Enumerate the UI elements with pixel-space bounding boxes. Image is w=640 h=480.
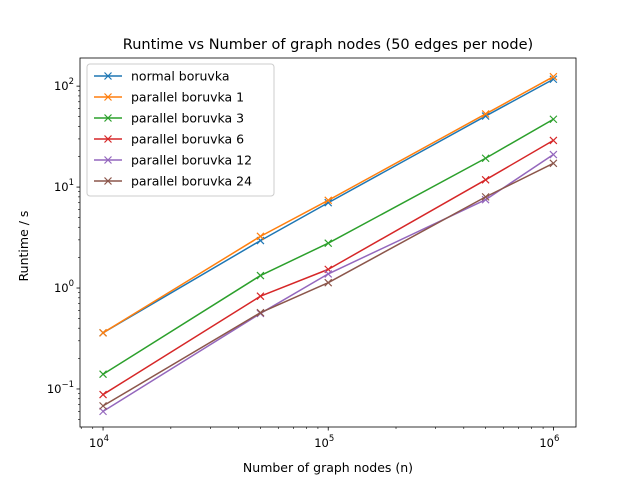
legend-marker [104,156,112,164]
marker-stroke [549,72,558,81]
legend-marker [104,72,112,80]
series-parallel-boruvka-1 [99,72,558,337]
marker-stroke [256,292,265,301]
series-parallel-boruvka-24 [99,159,558,410]
marker-stroke [324,198,333,207]
marker-stroke [324,278,333,287]
legend-entry: parallel boruvka 3 [94,111,244,126]
data-point [324,196,333,205]
y-tick-label: 102 [54,77,74,93]
marker-stroke [324,269,333,278]
marker-stroke [104,135,112,143]
marker-stroke [99,370,107,379]
legend-label: parallel boruvka 1 [131,90,244,105]
data-point [481,154,490,163]
legend-label: parallel boruvka 6 [131,132,244,147]
data-point [549,150,558,159]
data-point [481,175,490,184]
marker-stroke [99,401,107,410]
marker-stroke [99,328,107,337]
data-point [256,232,265,241]
chart-title: Runtime vs Number of graph nodes (50 edg… [123,37,533,53]
marker-stroke [481,195,490,204]
legend-entry: parallel boruvka 12 [94,153,252,168]
x-axis-label: Number of graph nodes (n) [243,460,413,475]
marker-stroke [104,93,112,101]
data-point [256,292,265,301]
x-tick-label: 104 [89,434,109,450]
data-point [481,112,490,121]
data-point [256,308,265,317]
marker-stroke [99,390,107,399]
legend-marker [104,93,112,101]
marker-stroke [481,112,490,121]
legend-label: normal boruvka [131,69,230,84]
data-point [549,136,558,145]
legend-entry: normal boruvka [94,69,230,84]
legend-entry: parallel boruvka 1 [94,90,244,105]
legend: normal boruvka parallel boruvka 1 parallel… [86,63,275,197]
marker-stroke [104,177,112,185]
data-point [99,390,107,399]
marker-stroke [481,192,490,201]
legend-box [86,63,275,197]
marker-stroke [104,114,112,122]
data-point [549,159,558,168]
x-tick-label: 106 [539,434,559,450]
legend-entry: parallel boruvka 6 [94,132,244,147]
data-point [324,278,333,287]
data-point [549,75,558,84]
x-tick-label: 105 [314,434,334,450]
data-point [549,115,558,124]
marker-stroke [324,196,333,205]
data-point [324,269,333,278]
legend-marker [104,177,112,185]
data-point [324,198,333,207]
legend-label: parallel boruvka 24 [131,174,252,189]
y-tick-label: 10−1 [47,380,74,396]
legend-label: parallel boruvka 12 [131,153,252,168]
series-layer [99,72,558,416]
data-point [99,370,107,379]
series-parallel-boruvka-3 [99,115,558,379]
data-point [256,271,265,280]
data-point [99,328,107,337]
data-point [481,110,490,118]
plot-frame [79,57,577,428]
marker-stroke [104,72,112,80]
legend-label: parallel boruvka 3 [131,111,244,126]
axes-layer: 104 105 106 10−1 100 101 102 [47,57,577,450]
y-tick-label: 101 [54,178,74,194]
marker-stroke [549,150,558,159]
marker-stroke [481,110,490,118]
marker-stroke [481,154,490,163]
marker-stroke [549,136,558,145]
data-point [324,239,333,248]
marker-stroke [549,115,558,124]
marker-stroke [549,75,558,84]
y-tick-label: 100 [54,279,74,295]
marker-stroke [256,232,265,241]
legend-marker [104,114,112,122]
data-point [481,192,490,201]
legend-entry: parallel boruvka 24 [94,174,252,189]
marker-stroke [481,175,490,184]
data-point [549,72,558,81]
marker-stroke [324,239,333,248]
marker-stroke [549,159,558,168]
legend-marker [104,135,112,143]
y-axis-label: Runtime / s [16,211,31,282]
marker-stroke [256,308,265,317]
data-point [99,401,107,410]
marker-stroke [256,271,265,280]
marker-stroke [104,156,112,164]
